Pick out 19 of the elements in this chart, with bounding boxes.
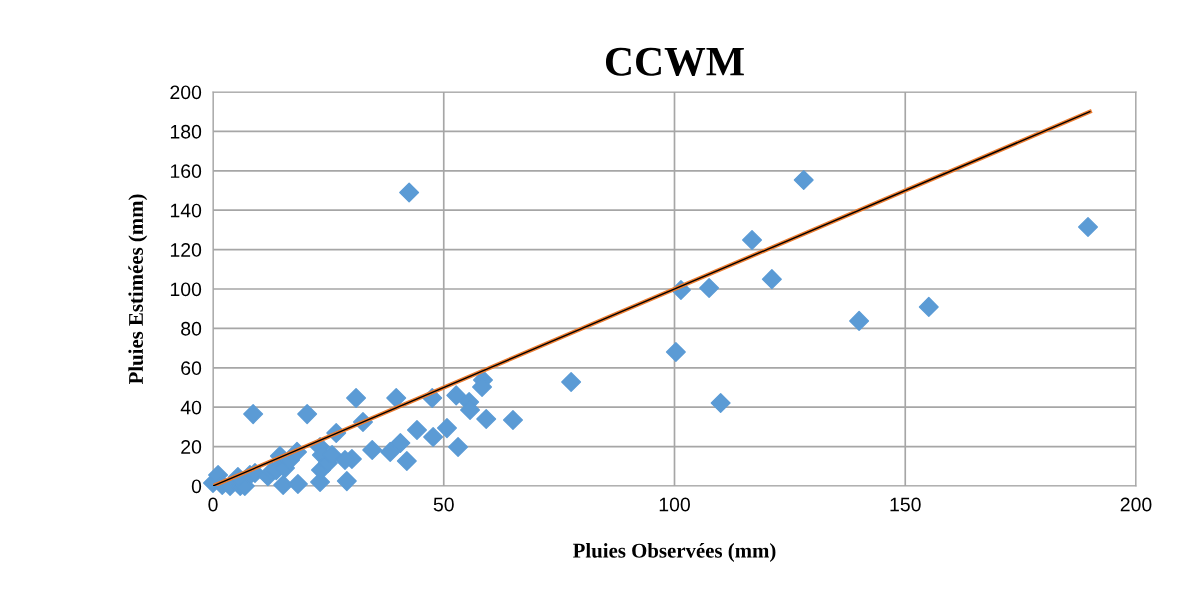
y-tick-label: 140: [170, 203, 202, 218]
x-tick-label: 200: [1120, 497, 1152, 512]
y-tick-label: 20: [181, 440, 202, 454]
y-tick-label: 160: [170, 164, 202, 179]
chart-title: CCWM: [605, 47, 744, 76]
y-tick-label: 180: [170, 124, 202, 139]
y-tick-label: 0: [191, 479, 202, 494]
x-tick-label: 100: [659, 497, 690, 512]
x-tick-label: 150: [890, 497, 921, 512]
y-tick-label: 80: [181, 321, 202, 336]
y-tick-label: 200: [170, 85, 202, 100]
y-axis-title: Pluies Estimées (mm): [128, 194, 148, 385]
y-tick-label: 40: [180, 400, 202, 415]
y-tick-label: 120: [170, 243, 202, 257]
y-tick-label: 100: [170, 282, 202, 297]
y-tick-label: 60: [181, 361, 202, 376]
x-tick-label: 0: [208, 497, 218, 512]
x-tick-label: 50: [433, 497, 454, 512]
x-axis-title: Pluies Observées (mm): [573, 543, 776, 562]
